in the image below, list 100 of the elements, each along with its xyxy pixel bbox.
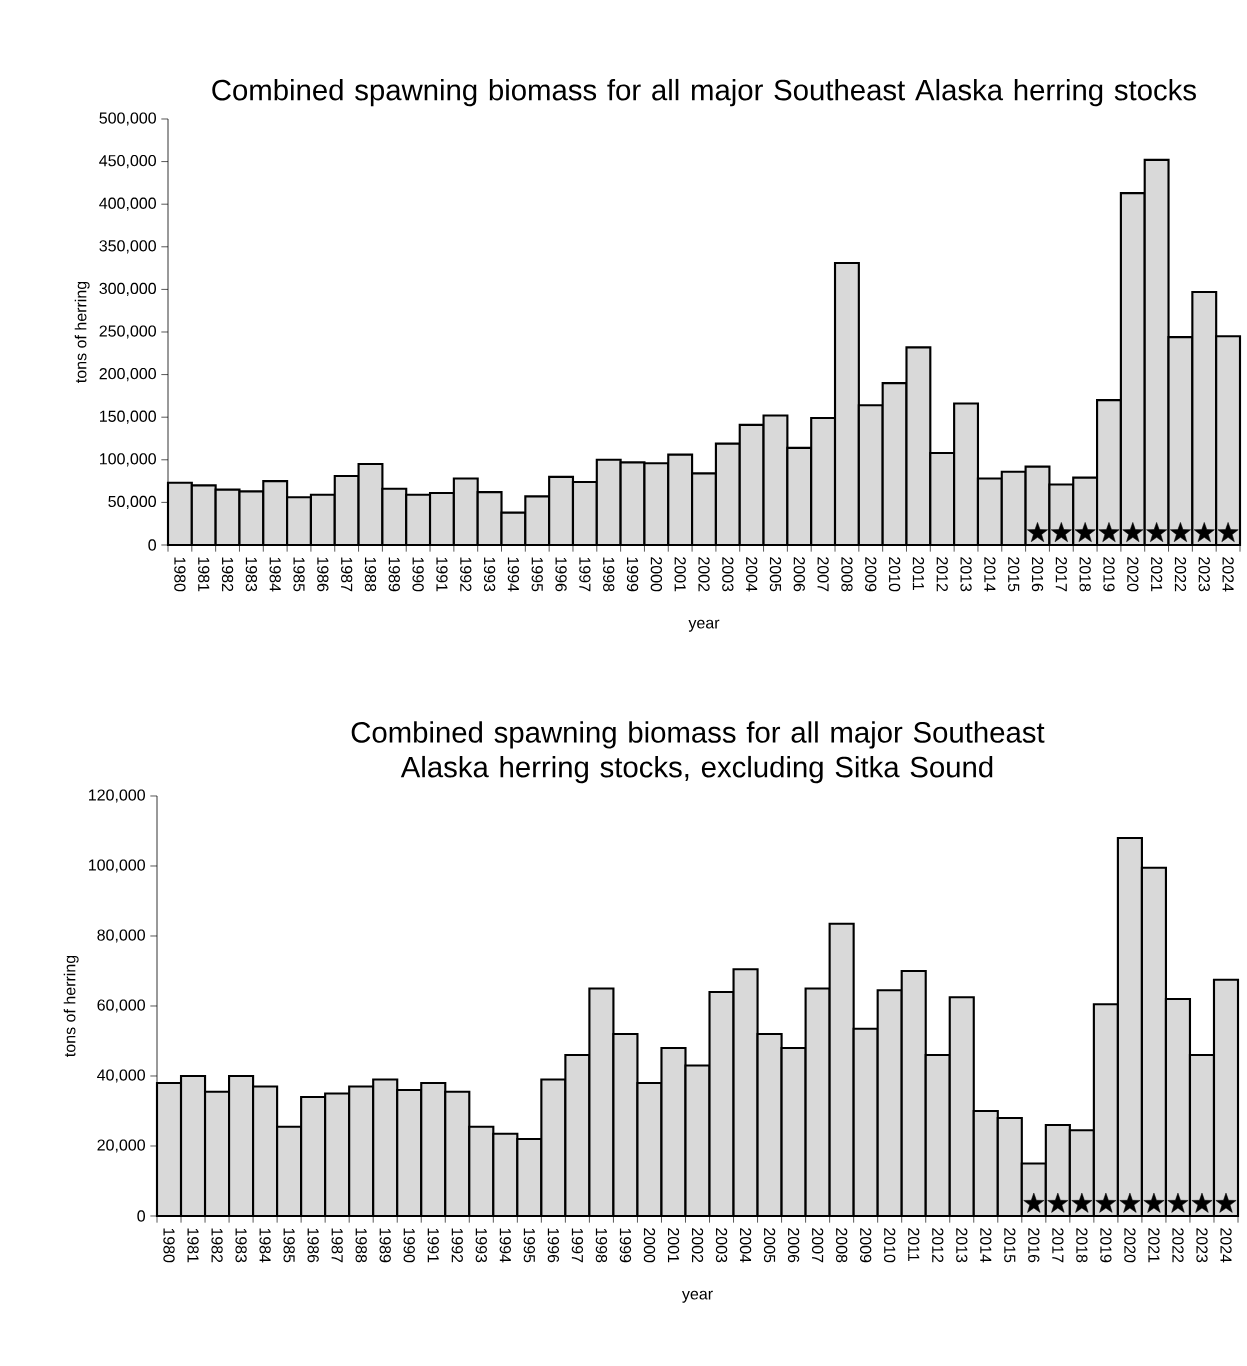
y-tick-label: 350,000 — [99, 240, 156, 254]
x-tick-label: 1987 — [331, 1228, 343, 1263]
x-tick-label: 2016 — [1028, 1228, 1040, 1263]
x-tick-label: 1986 — [307, 1228, 319, 1263]
x-tick-label: 2018 — [1079, 557, 1091, 592]
x-tick-label: 2018 — [1076, 1228, 1088, 1263]
x-tick-label: 2014 — [984, 557, 996, 592]
x-tick-label: 1999 — [619, 1228, 632, 1263]
x-tick-label: 1992 — [460, 557, 472, 592]
x-tick-label: 2022 — [1172, 1228, 1184, 1263]
y-tick-label: 300,000 — [99, 282, 156, 296]
y-tick-label: 150,000 — [100, 410, 156, 424]
x-tick-label: 1982 — [221, 557, 234, 592]
x-tick-label: 1997 — [571, 1228, 584, 1263]
x-tick-label: 2000 — [643, 1228, 656, 1263]
x-tick-label: 1997 — [579, 557, 591, 592]
y-tick-label: 0 — [137, 1210, 145, 1222]
y-axis-title: tons of herring — [74, 281, 90, 383]
x-tick-label: 1990 — [412, 557, 424, 592]
y-tick-label: 200,000 — [99, 367, 156, 382]
x-tick-label: 2009 — [860, 1228, 872, 1263]
y-tick-label: 400,000 — [99, 197, 156, 211]
x-tick-label: 2023 — [1196, 1228, 1208, 1263]
x-tick-label: 1989 — [388, 557, 400, 592]
x-tick-label: 1991 — [427, 1228, 439, 1263]
x-tick-label: 2022 — [1174, 557, 1187, 592]
x-tick-label: 2011 — [912, 557, 925, 590]
x-tick-label: 1987 — [341, 557, 353, 592]
x-tick-label: 1982 — [211, 1228, 223, 1263]
x-tick-label: 2013 — [960, 557, 972, 592]
x-tick-label: 2016 — [1031, 557, 1044, 592]
x-tick-label: 2010 — [884, 1228, 896, 1263]
x-tick-label: 1988 — [364, 557, 377, 592]
x-tick-label: 2012 — [932, 1228, 944, 1263]
x-axis-title: year — [688, 619, 720, 632]
x-tick-label: 2002 — [698, 557, 710, 592]
x-tick-label: 2012 — [936, 557, 948, 592]
x-tick-label: 1980 — [174, 557, 186, 592]
x-tick-label: 1998 — [595, 1228, 608, 1263]
x-tick-label: 1985 — [293, 557, 305, 592]
x-tick-label: 1984 — [259, 1228, 271, 1263]
x-tick-label: 1990 — [403, 1228, 415, 1263]
x-tick-label: 2021 — [1150, 557, 1163, 592]
x-tick-label: 2020 — [1127, 557, 1139, 592]
x-tick-label: 2007 — [811, 1228, 824, 1263]
x-tick-label: 2020 — [1124, 1228, 1136, 1263]
y-axis-title: tons of herring — [63, 955, 79, 1057]
x-tick-label: 2001 — [667, 1228, 680, 1263]
x-tick-label: 2005 — [769, 557, 782, 592]
x-tick-label: 2019 — [1103, 557, 1115, 592]
x-tick-label: 2023 — [1198, 557, 1210, 592]
x-tick-label: 1991 — [436, 557, 448, 592]
x-tick-label: 1980 — [163, 1228, 175, 1263]
x-tick-label: 1983 — [235, 1228, 247, 1263]
x-tick-label: 2013 — [956, 1228, 968, 1263]
x-tick-label: 1981 — [198, 557, 210, 592]
x-tick-label: 2021 — [1148, 1228, 1160, 1263]
x-tick-label: 2024 — [1222, 557, 1234, 592]
x-tick-label: 2006 — [787, 1228, 800, 1263]
y-tick-label: 500,000 — [99, 112, 156, 126]
x-tick-label: 2004 — [739, 1228, 752, 1263]
x-tick-label: 2011 — [908, 1228, 920, 1261]
x-tick-label: 2014 — [980, 1228, 992, 1263]
x-tick-label: 2006 — [793, 557, 805, 592]
x-tick-label: 2024 — [1220, 1228, 1232, 1263]
x-tick-label: 2007 — [817, 557, 829, 592]
x-tick-label: 1989 — [379, 1228, 391, 1263]
x-tick-label: 1992 — [451, 1228, 463, 1263]
x-tick-label: 1999 — [626, 557, 639, 592]
x-tick-label: 1981 — [187, 1228, 199, 1263]
y-tick-label: 60,000 — [97, 999, 145, 1013]
x-tick-label: 2003 — [715, 1228, 728, 1263]
x-tick-label: 1996 — [547, 1228, 560, 1263]
x-tick-label: 2015 — [1004, 1228, 1016, 1263]
x-tick-label: 1995 — [531, 557, 543, 592]
x-tick-label: 2019 — [1100, 1228, 1112, 1263]
x-tick-label: 1984 — [269, 557, 281, 592]
x-tick-label: 2000 — [650, 557, 663, 592]
y-tick-label: 40,000 — [97, 1069, 145, 1083]
x-tick-label: 1988 — [355, 1228, 367, 1263]
x-tick-label: 2001 — [674, 557, 686, 592]
x-tick-label: 2015 — [1008, 557, 1020, 592]
x-tick-label: 2017 — [1052, 1228, 1064, 1263]
y-tick-label: 20,000 — [97, 1139, 145, 1153]
y-tick-label: 0 — [148, 539, 156, 551]
x-tick-label: 1993 — [475, 1228, 487, 1263]
y-tick-label: 120,000 — [89, 789, 145, 803]
y-tick-label: 100,000 — [100, 453, 156, 467]
y-tick-label: 100,000 — [89, 859, 145, 873]
y-tick-label: 80,000 — [97, 929, 145, 943]
x-tick-label: 2005 — [763, 1228, 776, 1263]
y-tick-label: 250,000 — [99, 325, 156, 339]
x-axis-title: year — [681, 1290, 713, 1303]
chart-title: Combined spawning biomass for all major Southeast Alaska herring stocks — [212, 78, 1196, 107]
x-tick-label: 2009 — [865, 557, 877, 592]
y-tick-label: 50,000 — [108, 495, 156, 509]
x-tick-label: 1995 — [523, 1228, 536, 1263]
x-tick-label: 2008 — [835, 1228, 848, 1263]
x-tick-label: 2017 — [1055, 557, 1067, 592]
x-tick-label: 1986 — [317, 557, 329, 592]
